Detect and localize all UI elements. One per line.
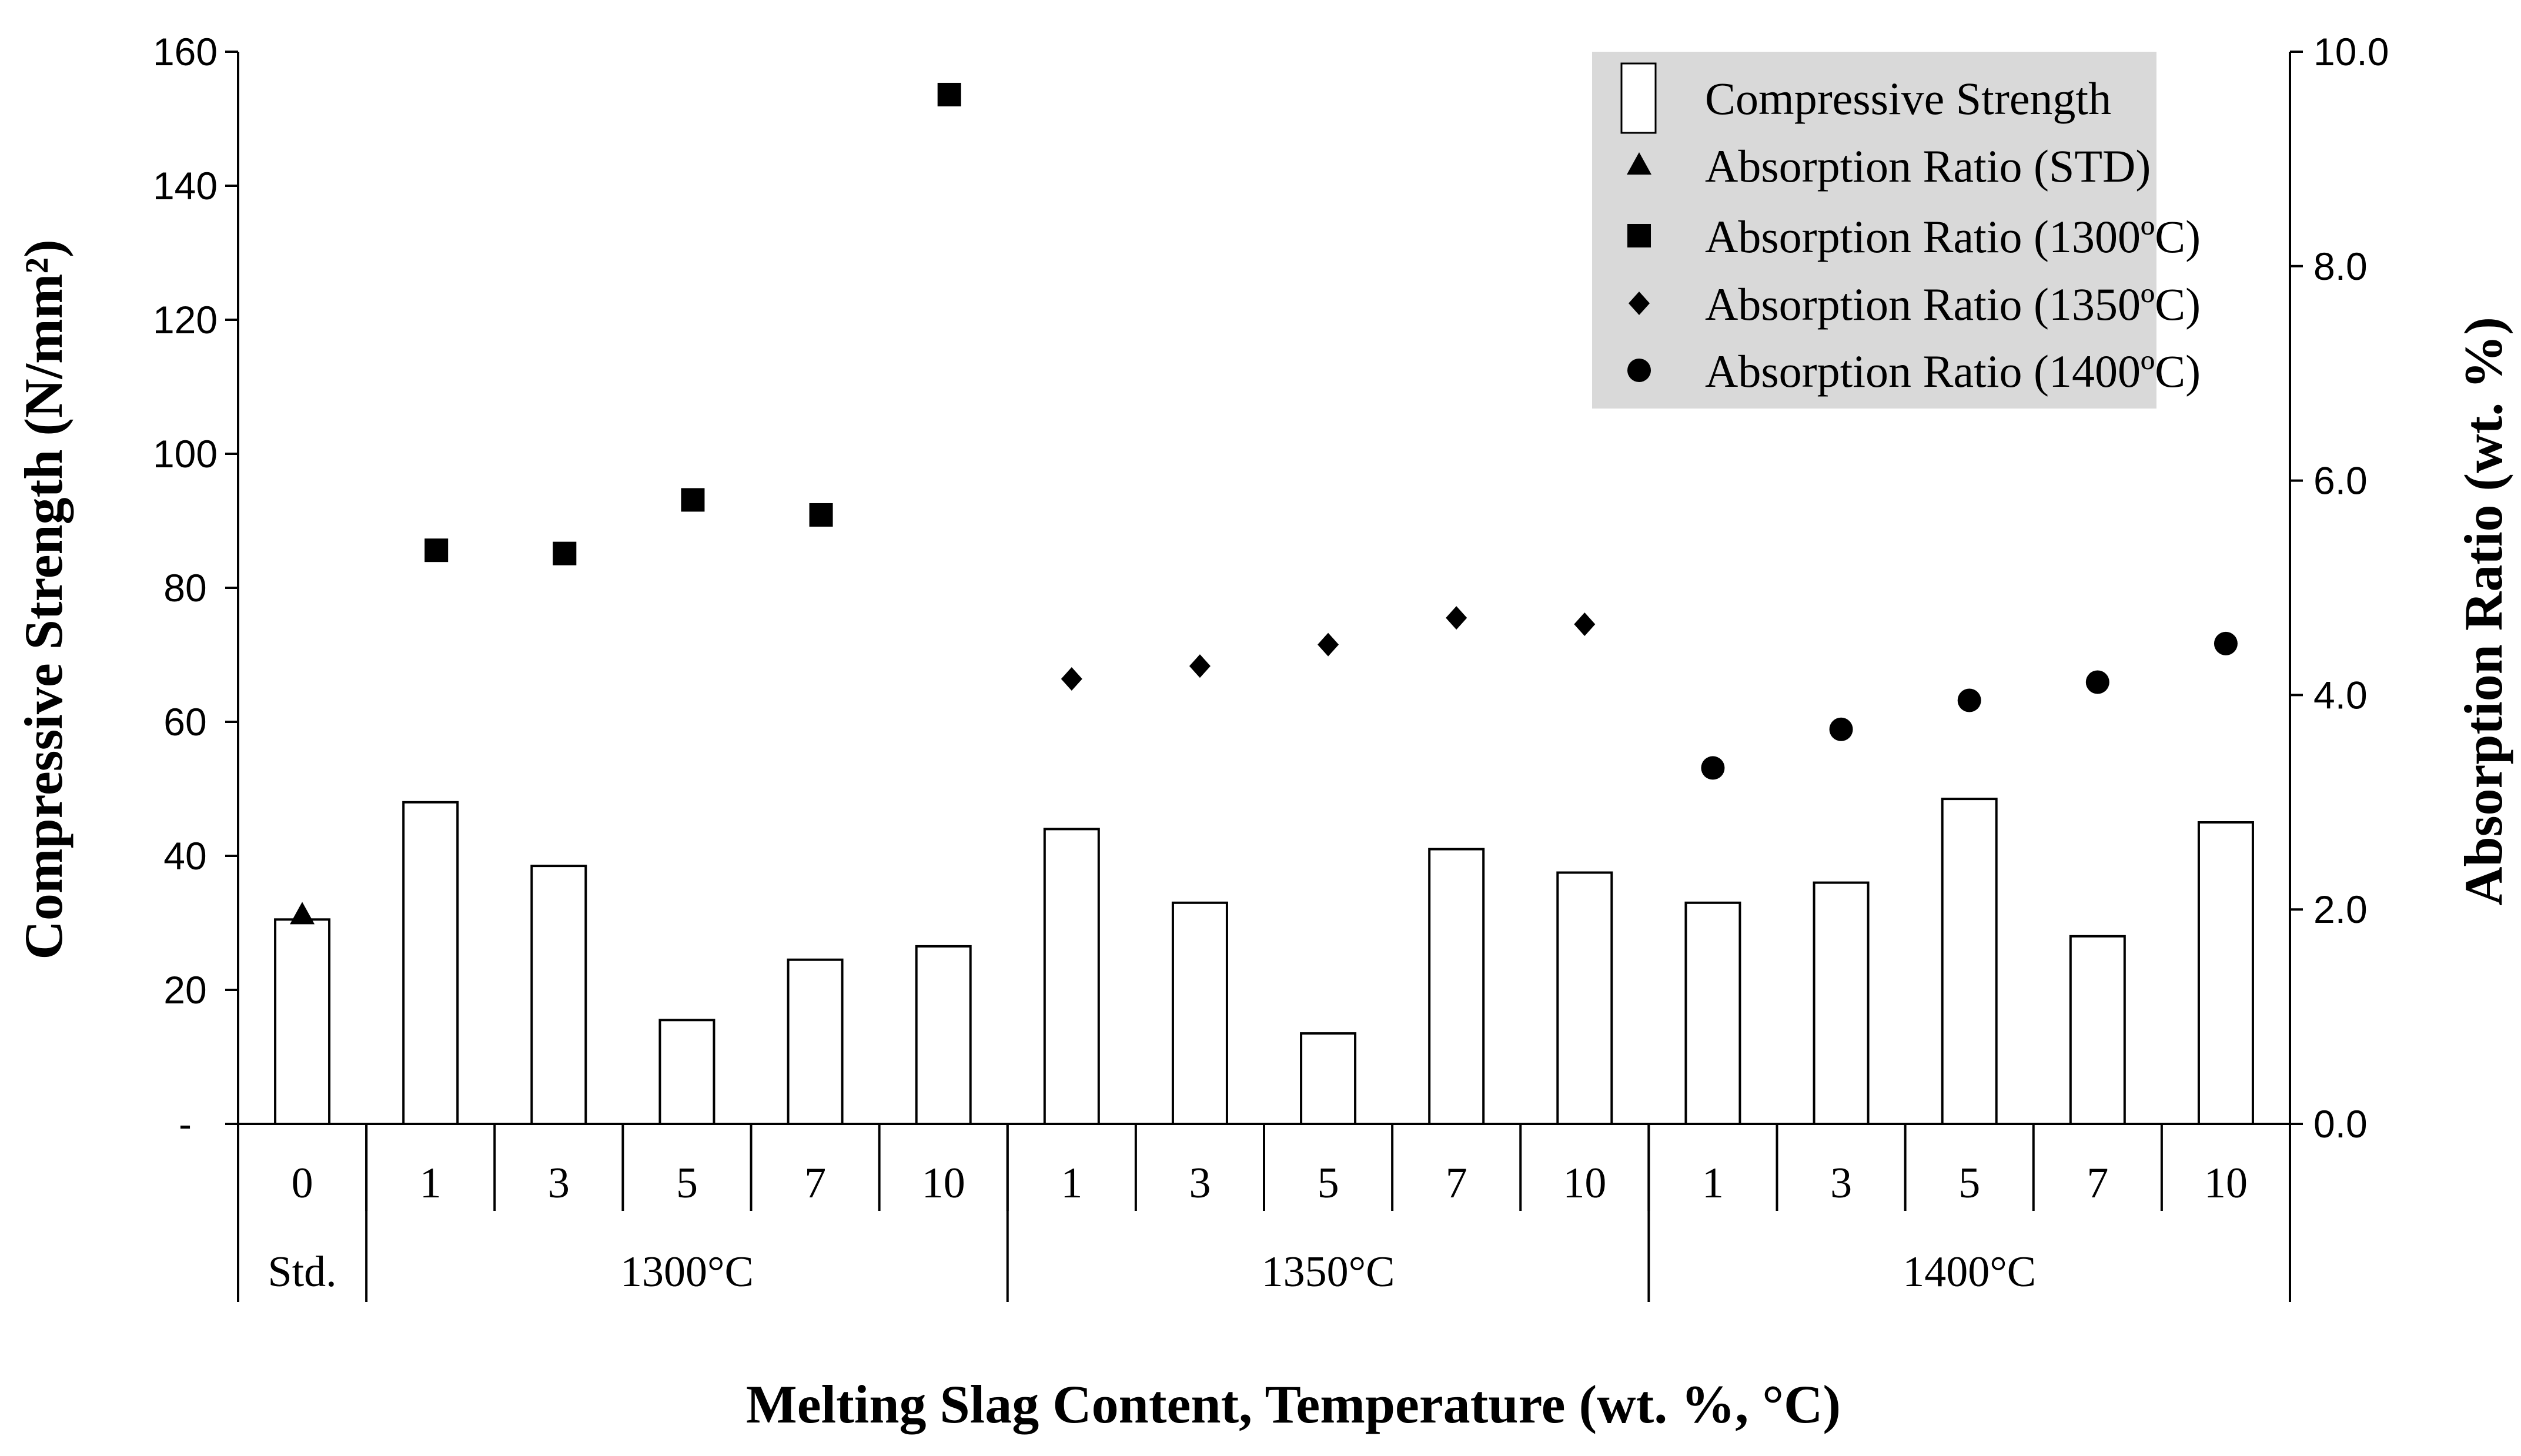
absorption-ratio-marker-square — [553, 541, 577, 565]
compressive-strength-bar — [915, 945, 972, 1126]
category-label: 10 — [922, 1159, 965, 1207]
category-label: 7 — [2087, 1159, 2108, 1207]
group-label: 1350°C — [1262, 1248, 1395, 1296]
group-label: 1400°C — [1903, 1248, 2036, 1296]
category-label: 1 — [1061, 1159, 1082, 1207]
category-label: 5 — [1958, 1159, 1980, 1207]
absorption-ratio-marker-circle — [1829, 717, 1853, 741]
left-tick-label: 160 — [153, 30, 218, 73]
right-tick-label: 10.0 — [2313, 30, 2389, 73]
category-label: 5 — [1318, 1159, 1339, 1207]
left-tick-label: 120 — [153, 298, 218, 342]
left-tick-label: 100 — [153, 432, 218, 476]
compressive-strength-bar — [1556, 871, 1613, 1125]
right-tick-label: 8.0 — [2313, 245, 2368, 288]
absorption-ratio-marker-square — [681, 488, 705, 512]
compressive-strength-bar — [1813, 881, 1870, 1125]
compressive-strength-bar — [1300, 1032, 1357, 1125]
compressive-strength-bar — [1171, 901, 1228, 1126]
left-tick-label: 20 — [163, 968, 206, 1012]
legend-label: Absorption Ratio (1300ºC) — [1705, 211, 2201, 262]
category-label: 1 — [1702, 1159, 1724, 1207]
category-label: 3 — [1830, 1159, 1852, 1207]
absorption-ratio-marker-diamond — [1189, 654, 1211, 678]
compressive-strength-bar — [787, 958, 844, 1125]
compressive-strength-bar — [2069, 935, 2126, 1126]
right-axis: 0.0 2.0 4.0 6.0 8.0 10.0 — [2290, 30, 2389, 1146]
right-tick-label: 0.0 — [2313, 1102, 2368, 1146]
category-label: 3 — [1189, 1159, 1211, 1207]
compressive-strength-bar — [658, 1019, 715, 1126]
legend-label: Absorption Ratio (STD) — [1705, 140, 2151, 192]
category-label: 7 — [1446, 1159, 1467, 1207]
compressive-strength-bar — [1043, 828, 1100, 1126]
group-label: 1300°C — [620, 1248, 754, 1296]
category-label: 7 — [804, 1159, 826, 1207]
legend-label: Absorption Ratio (1350ºC) — [1705, 279, 2201, 330]
right-axis-title: Absorption Ratio (wt. %) — [2453, 317, 2513, 906]
absorption-ratio-marker-triangle — [290, 902, 315, 925]
legend-background — [1592, 52, 2156, 409]
category-label: 10 — [2204, 1159, 2248, 1207]
absorption-ratio-marker-circle — [2214, 631, 2238, 655]
legend-swatch-circle — [1627, 359, 1651, 382]
left-axis-title: Compressive Strength (N/mm²) — [14, 239, 73, 959]
left-axis: - 20 40 60 80 100 120 140 160 — [153, 30, 238, 1146]
absorption-ratio-marker-square — [424, 538, 449, 563]
left-tick-label: - — [179, 1102, 192, 1146]
absorption-ratio-marker-square — [809, 503, 833, 527]
legend-swatch-bar — [1620, 62, 1657, 134]
left-tick-label: 60 — [163, 700, 206, 744]
category-label: 0 — [292, 1159, 313, 1207]
compressive-strength-bar — [2197, 821, 2254, 1125]
left-tick-label: 40 — [163, 834, 206, 878]
absorption-ratio-marker-diamond — [1446, 606, 1467, 630]
compressive-strength-bar — [274, 918, 331, 1126]
absorption-ratio-marker-circle — [1701, 756, 1725, 780]
category-label: 3 — [548, 1159, 570, 1207]
legend-swatch-triangle — [1627, 152, 1651, 175]
group-label: Std. — [268, 1248, 336, 1296]
legend-label: Absorption Ratio (1400ºC) — [1705, 346, 2201, 397]
absorption-ratio-marker-diamond — [1061, 667, 1082, 691]
markers — [290, 82, 2238, 925]
right-tick-label: 4.0 — [2313, 673, 2368, 717]
compressive-strength-bar — [1941, 798, 1998, 1125]
absorption-ratio-marker-square — [937, 82, 961, 106]
absorption-ratio-marker-circle — [1957, 688, 1981, 712]
left-tick-label: 140 — [153, 164, 218, 207]
legend-label: Compressive Strength — [1705, 73, 2111, 124]
right-tick-label: 6.0 — [2313, 459, 2368, 503]
category-label: 10 — [1563, 1159, 1606, 1207]
category-label: 5 — [676, 1159, 698, 1207]
compressive-strength-bar — [1428, 848, 1485, 1125]
compressive-strength-bar — [402, 801, 459, 1126]
legend-swatch-square — [1627, 224, 1651, 247]
legend-swatch-diamond — [1629, 292, 1650, 315]
left-tick-label: 80 — [163, 566, 206, 610]
bars — [274, 798, 2254, 1126]
compressive-strength-bar — [1684, 901, 1741, 1126]
absorption-ratio-marker-diamond — [1574, 612, 1596, 637]
absorption-ratio-marker-circle — [2085, 670, 2109, 694]
right-tick-label: 2.0 — [2313, 888, 2368, 931]
absorption-ratio-marker-diamond — [1318, 632, 1339, 657]
category-label: 1 — [420, 1159, 442, 1207]
compressive-strength-bar — [530, 865, 587, 1125]
x-axis-title: Melting Slag Content, Temperature (wt. %… — [746, 1374, 1841, 1434]
legend: Compressive Strength Absorption Ratio (ST… — [1592, 52, 2201, 409]
